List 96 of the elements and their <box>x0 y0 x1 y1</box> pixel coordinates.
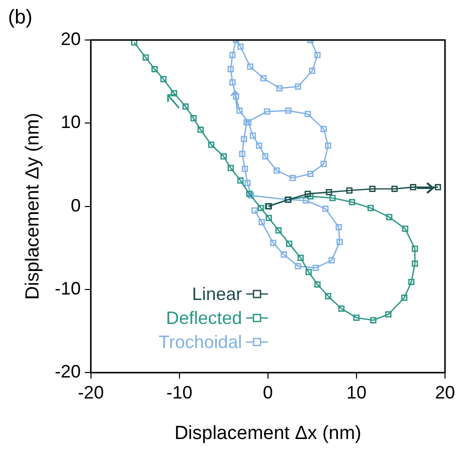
legend-label: Deflected <box>166 307 242 330</box>
point <box>370 317 376 324</box>
point <box>228 66 234 72</box>
point <box>307 170 314 177</box>
point <box>314 281 321 288</box>
point <box>274 167 280 174</box>
point <box>324 292 332 300</box>
point <box>322 206 329 212</box>
point <box>258 204 264 212</box>
point <box>286 240 292 247</box>
point <box>228 164 234 172</box>
point <box>309 68 316 74</box>
point <box>320 126 327 132</box>
point <box>412 260 418 267</box>
point <box>250 132 256 139</box>
point <box>346 187 352 194</box>
point <box>131 40 138 46</box>
point <box>312 264 319 271</box>
point <box>151 66 158 72</box>
y-axis-title: Displacement Δy (nm) <box>22 112 44 300</box>
x-axis-title: Displacement Δx (nm) <box>174 422 362 444</box>
point <box>369 186 376 192</box>
x-tick-label: -10 <box>166 382 192 402</box>
point <box>270 240 276 246</box>
point <box>401 294 408 301</box>
point <box>290 174 296 182</box>
point <box>229 79 236 86</box>
chart-title: (b) <box>8 6 32 29</box>
point <box>236 108 243 114</box>
point <box>247 63 254 70</box>
point <box>304 190 311 197</box>
point <box>266 214 272 222</box>
point <box>353 314 360 321</box>
point <box>256 142 262 149</box>
point <box>237 44 244 50</box>
point <box>275 227 282 234</box>
point <box>434 184 442 190</box>
point <box>244 180 251 186</box>
point <box>242 166 248 172</box>
point <box>260 75 267 82</box>
point <box>262 153 268 160</box>
point <box>232 93 240 100</box>
point <box>190 115 197 122</box>
y-tick-label: 0 <box>70 195 81 216</box>
x-tick-label: -20 <box>78 382 104 402</box>
point <box>220 153 227 160</box>
point <box>410 184 416 190</box>
point <box>408 278 414 286</box>
x-tick-label: 0 <box>262 382 273 402</box>
point <box>336 238 343 246</box>
point <box>386 214 392 220</box>
point <box>348 199 356 206</box>
point <box>252 207 258 214</box>
point <box>320 160 327 168</box>
y-tick-label: 10 <box>60 112 81 132</box>
point <box>412 246 418 252</box>
legend-label: Linear <box>192 283 242 306</box>
point <box>237 177 244 184</box>
point <box>314 52 321 58</box>
point <box>280 251 287 258</box>
point <box>338 305 345 312</box>
point <box>298 254 304 261</box>
point <box>304 110 311 118</box>
point <box>326 189 332 196</box>
point <box>294 263 302 270</box>
point <box>208 142 214 148</box>
x-tick-label: 20 <box>434 382 456 402</box>
point <box>160 76 167 82</box>
point <box>391 186 398 192</box>
point <box>258 218 265 226</box>
point <box>264 108 270 115</box>
point <box>336 224 342 230</box>
point <box>302 197 310 204</box>
point <box>142 54 149 61</box>
point <box>324 142 332 149</box>
x-tick-label: 10 <box>346 382 366 402</box>
point <box>367 204 374 212</box>
point <box>307 193 314 200</box>
y-tick-label: -10 <box>54 278 81 298</box>
y-tick-label: -20 <box>54 362 81 382</box>
point <box>385 311 392 318</box>
point <box>328 257 335 264</box>
point <box>170 90 178 96</box>
point <box>240 136 248 142</box>
point <box>182 103 189 110</box>
legend-label: Trochoidal <box>158 331 242 354</box>
point <box>239 150 246 158</box>
point <box>329 194 336 202</box>
point <box>294 83 302 90</box>
y-tick-label: 20 <box>60 28 81 49</box>
point <box>229 52 236 58</box>
point <box>402 226 408 232</box>
point <box>306 268 312 276</box>
point <box>285 108 292 114</box>
point <box>276 85 283 92</box>
point <box>197 126 204 133</box>
